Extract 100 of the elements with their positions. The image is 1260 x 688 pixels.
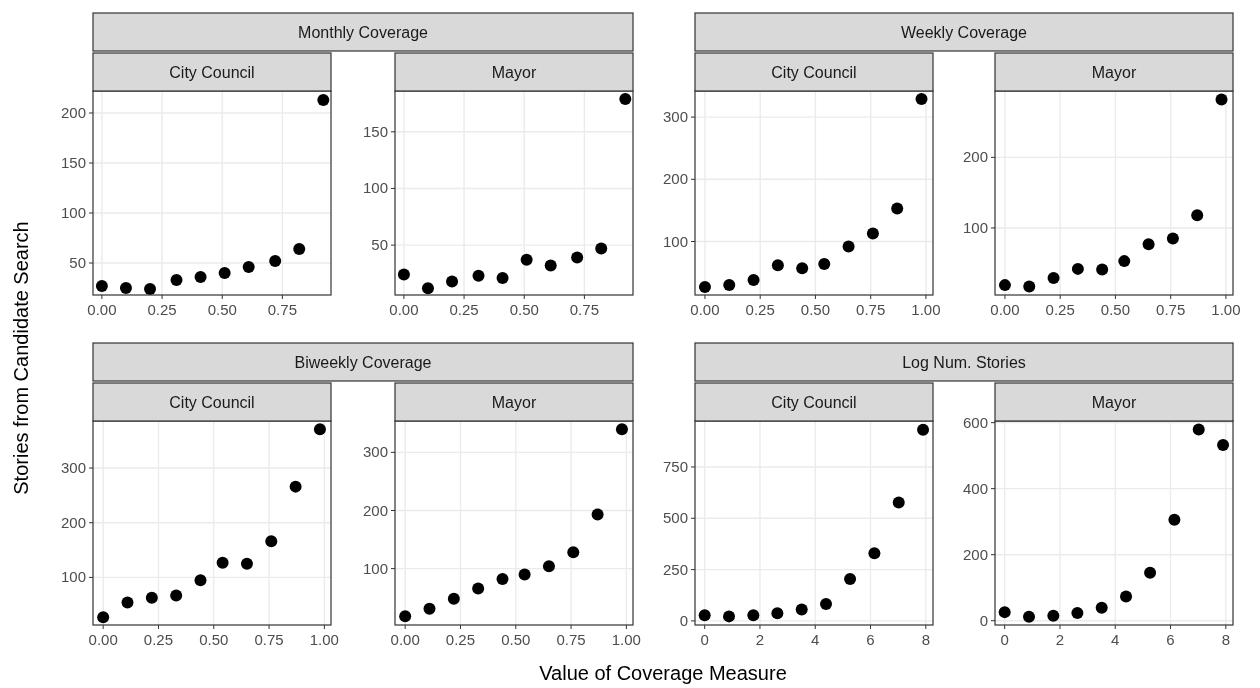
point	[423, 602, 436, 615]
point	[119, 282, 132, 294]
x-tick-label: 0.25	[1045, 301, 1075, 318]
y-tick-label: 0	[979, 611, 988, 629]
x-tick-label: 0.25	[745, 301, 775, 318]
x-tick-label: 0.75	[1156, 301, 1186, 318]
x-tick-label: 0.25	[449, 301, 479, 318]
point	[595, 242, 608, 255]
point	[218, 267, 231, 279]
y-tick-label: 200	[362, 501, 388, 519]
point	[891, 202, 904, 215]
y-tick-label: 750	[662, 457, 688, 475]
point	[1023, 610, 1035, 623]
point	[496, 573, 509, 586]
point	[170, 589, 183, 602]
point	[1217, 439, 1230, 452]
x-tick-label: 6	[1166, 631, 1175, 648]
point	[1118, 255, 1131, 268]
chart-title: City Council	[771, 394, 857, 411]
x-tick-label: 1.00	[1211, 301, 1241, 318]
point	[723, 279, 736, 292]
x-tick-label: 0.50	[1100, 301, 1131, 318]
point	[1047, 609, 1060, 622]
point	[1142, 238, 1155, 251]
x-tick-label: 8	[921, 631, 930, 648]
point	[269, 255, 282, 267]
point	[698, 609, 711, 622]
point	[591, 508, 604, 521]
y-tick-label: 150	[60, 154, 86, 171]
x-tick-label: 1.00	[911, 301, 941, 318]
point	[868, 547, 881, 560]
point	[998, 606, 1011, 619]
chart-title: Mayor	[1091, 394, 1137, 411]
point	[571, 251, 584, 264]
x-tick-label: 0.75	[569, 301, 599, 318]
y-tick-label: 100	[60, 568, 86, 586]
point	[95, 280, 108, 292]
point	[615, 423, 628, 436]
chart-title: Mayor	[491, 64, 537, 81]
y-axis-title: Stories from Candidate Search	[10, 221, 32, 495]
x-tick-label: 0	[1000, 631, 1009, 648]
point	[892, 496, 905, 509]
point	[472, 269, 485, 282]
point	[619, 92, 632, 105]
x-tick-label: 0.00	[690, 301, 720, 318]
point	[289, 480, 302, 493]
y-tick-label: 200	[60, 513, 86, 531]
y-tick-label: 400	[962, 479, 988, 497]
x-tick-label: 0.25	[445, 631, 476, 648]
point	[520, 253, 533, 266]
point	[820, 598, 833, 611]
point	[1166, 232, 1179, 245]
chart-subtitle: Log Num. Stories	[902, 354, 1026, 371]
point	[567, 546, 580, 559]
y-tick-label: 600	[962, 413, 988, 431]
point	[447, 592, 460, 605]
point	[216, 556, 229, 569]
x-tick-label: 0.00	[389, 301, 419, 318]
x-tick-label: 1.00	[309, 631, 339, 648]
y-tick-label: 500	[662, 509, 688, 527]
x-tick-label: 0.50	[501, 631, 531, 648]
x-axis-title: Value of Coverage Measure	[539, 662, 787, 684]
y-tick-label: 0	[679, 611, 688, 629]
x-tick-label: 4	[811, 631, 820, 648]
chart-title: Mayor	[491, 394, 537, 411]
point	[194, 271, 207, 283]
point	[145, 591, 158, 604]
point	[1047, 272, 1060, 285]
chart-subtitle: Monthly Coverage	[298, 24, 429, 41]
y-tick-label: 150	[362, 122, 388, 140]
point	[194, 574, 207, 587]
x-tick-label: 0.00	[390, 631, 420, 648]
point	[170, 274, 183, 286]
point	[1095, 601, 1108, 614]
y-tick-label: 250	[662, 560, 688, 578]
y-tick-label: 300	[662, 108, 688, 126]
x-tick-label: 2	[1055, 631, 1065, 648]
y-tick-label: 300	[60, 459, 86, 477]
x-tick-label: 6	[866, 631, 875, 648]
point	[842, 240, 855, 253]
point	[97, 611, 110, 624]
point	[917, 423, 930, 436]
point	[265, 535, 278, 548]
x-tick-label: 0.50	[207, 301, 237, 318]
point	[121, 596, 134, 609]
y-tick-label: 50	[69, 254, 86, 271]
point	[771, 607, 784, 620]
point	[1096, 263, 1109, 276]
x-tick-label: 0.00	[88, 631, 118, 648]
chart-title: City Council	[169, 64, 255, 81]
chart-subtitle: Weekly Coverage	[901, 24, 1028, 41]
point	[747, 274, 760, 287]
point	[795, 603, 808, 616]
point	[1144, 566, 1157, 579]
x-tick-label: 0.25	[147, 301, 177, 318]
x-tick-label: 0.00	[87, 301, 117, 318]
x-tick-label: 0.75	[254, 631, 284, 648]
y-tick-label: 100	[362, 179, 388, 197]
point	[723, 610, 735, 623]
x-tick-label: 0.75	[856, 301, 886, 318]
